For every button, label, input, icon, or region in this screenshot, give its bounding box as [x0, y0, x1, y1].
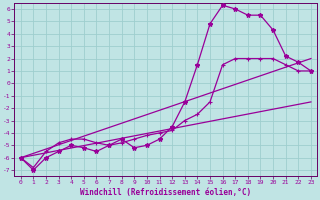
X-axis label: Windchill (Refroidissement éolien,°C): Windchill (Refroidissement éolien,°C) [80, 188, 252, 197]
